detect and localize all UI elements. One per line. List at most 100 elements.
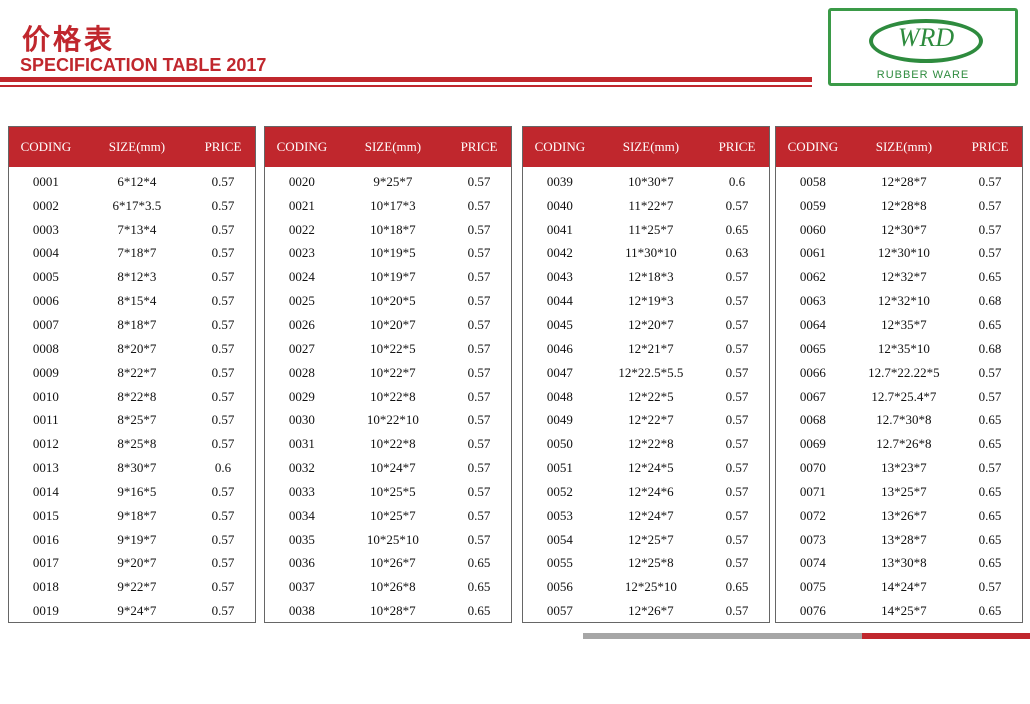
price-cell: 0.57: [211, 483, 235, 499]
coding-cell: 0032: [288, 460, 315, 476]
table-row: 0021 10*17*3 0.57: [265, 194, 511, 218]
price-cell: 0.57: [725, 412, 749, 428]
coding-cell: 0044: [546, 293, 573, 309]
price-cell: 0.57: [725, 483, 749, 499]
table-row: 0066 12.7*22.22*5 0.57: [776, 361, 1022, 385]
size-cell: 12.7*22.22*5: [868, 364, 940, 380]
size-cell: 6*12*4: [117, 173, 157, 189]
size-cell: 10*25*10: [366, 531, 419, 547]
table-row: 0007 8*18*7 0.57: [9, 313, 255, 337]
size-cell: 12.7*30*8: [876, 412, 932, 428]
coding-cell: 0005: [32, 269, 59, 285]
coding-cell: 0017: [32, 555, 59, 571]
size-cell: 12.7*25.4*7: [871, 388, 937, 404]
table-header: CODING SIZE(mm) PRICE: [776, 127, 1022, 167]
column-header: SIZE(mm): [622, 139, 680, 154]
size-cell: 13*25*7: [881, 483, 927, 499]
size-cell: 9*20*7: [117, 555, 157, 571]
price-cell: 0.65: [978, 412, 1002, 428]
table-row: 0067 12.7*25.4*7 0.57: [776, 385, 1022, 409]
table-row: 0051 12*24*5 0.57: [523, 456, 769, 480]
price-cell: 0.65: [978, 316, 1002, 332]
size-cell: 12*24*5: [628, 460, 674, 476]
coding-cell: 0045: [546, 316, 573, 332]
price-cell: 0.57: [211, 197, 235, 213]
size-cell: 12*25*8: [628, 555, 674, 571]
coding-cell: 0006: [32, 293, 59, 309]
coding-cell: 0014: [32, 483, 59, 499]
price-cell: 0.57: [725, 531, 749, 547]
coding-cell: 0068: [799, 412, 826, 428]
table-row: 0009 8*22*7 0.57: [9, 361, 255, 385]
price-cell: 0.57: [211, 436, 235, 452]
table-row: 0023 10*19*5 0.57: [265, 242, 511, 266]
table-row: 0005 8*12*3 0.57: [9, 265, 255, 289]
coding-cell: 0035: [288, 531, 315, 547]
size-cell: 8*18*7: [117, 316, 157, 332]
price-cell: 0.57: [467, 412, 491, 428]
size-cell: 12*30*7: [881, 221, 927, 237]
size-cell: 10*26*8: [370, 579, 416, 595]
table-row: 0037 10*26*8 0.65: [265, 575, 511, 599]
table-row: 0008 8*20*7 0.57: [9, 337, 255, 361]
coding-cell: 0053: [546, 507, 573, 523]
table-row: 0063 12*32*10 0.68: [776, 289, 1022, 313]
column-header: PRICE: [460, 139, 498, 154]
price-cell: 0.57: [725, 460, 749, 476]
header-divider: [0, 77, 812, 82]
logo-subtitle: RUBBER WARE: [876, 69, 970, 81]
table-row: 0001 6*12*4 0.57: [9, 170, 255, 194]
price-cell: 0.57: [978, 245, 1002, 261]
table-row: 0041 11*25*7 0.65: [523, 218, 769, 242]
table-row: 0038 10*28*7 0.65: [265, 599, 511, 623]
size-cell: 10*22*8: [370, 436, 416, 452]
size-cell: 8*15*4: [117, 293, 157, 309]
price-cell: 0.57: [211, 507, 235, 523]
price-table: CODING SIZE(mm) PRICE 0001 6*12*4 0.57 0002 6*1…: [8, 126, 256, 623]
table-row: 0039 10*30*7 0.6: [523, 170, 769, 194]
table-row: 0002 6*17*3.5 0.57: [9, 194, 255, 218]
table-row: 0016 9*19*7 0.57: [9, 528, 255, 552]
coding-cell: 0037: [288, 579, 315, 595]
table-row: 0069 12.7*26*8 0.65: [776, 432, 1022, 456]
price-cell: 0.57: [467, 197, 491, 213]
price-cell: 0.57: [725, 603, 749, 619]
coding-cell: 0060: [799, 221, 826, 237]
price-cell: 0.57: [467, 483, 491, 499]
price-cell: 0.57: [467, 340, 491, 356]
table-row: 0068 12.7*30*8 0.65: [776, 408, 1022, 432]
price-cell: 0.57: [211, 388, 235, 404]
logo: WRD RUBBER WARE: [828, 8, 1018, 86]
coding-cell: 0076: [799, 603, 826, 619]
table-row: 0034 10*25*7 0.57: [265, 504, 511, 528]
coding-cell: 0075: [799, 579, 826, 595]
size-cell: 12*24*6: [628, 483, 674, 499]
price-cell: 0.65: [467, 603, 491, 619]
page-title-chinese: 价格表: [22, 23, 116, 56]
price-cell: 0.57: [467, 388, 491, 404]
size-cell: 10*22*10: [366, 412, 419, 428]
price-cell: 0.57: [725, 197, 749, 213]
size-cell: 13*26*7: [881, 507, 927, 523]
coding-cell: 0003: [32, 221, 59, 237]
table-row: 0065 12*35*10 0.68: [776, 337, 1022, 361]
size-cell: 12*28*7: [881, 173, 927, 189]
price-cell: 0.57: [978, 221, 1002, 237]
coding-cell: 0051: [546, 460, 573, 476]
coding-cell: 0043: [546, 269, 573, 285]
coding-cell: 0049: [546, 412, 573, 428]
size-cell: 12*30*10: [877, 245, 930, 261]
size-cell: 8*12*3: [117, 269, 157, 285]
table-row: 0057 12*26*7 0.57: [523, 599, 769, 623]
size-cell: 12*32*7: [881, 269, 927, 285]
price-cell: 0.57: [211, 340, 235, 356]
price-cell: 0.57: [725, 316, 749, 332]
header-divider-thin: [0, 85, 812, 87]
table-row: 0048 12*22*5 0.57: [523, 385, 769, 409]
price-cell: 0.57: [211, 412, 235, 428]
price-cell: 0.65: [978, 483, 1002, 499]
coding-cell: 0034: [288, 507, 315, 523]
price-cell: 0.65: [978, 507, 1002, 523]
price-cell: 0.57: [467, 293, 491, 309]
coding-cell: 0027: [288, 340, 315, 356]
